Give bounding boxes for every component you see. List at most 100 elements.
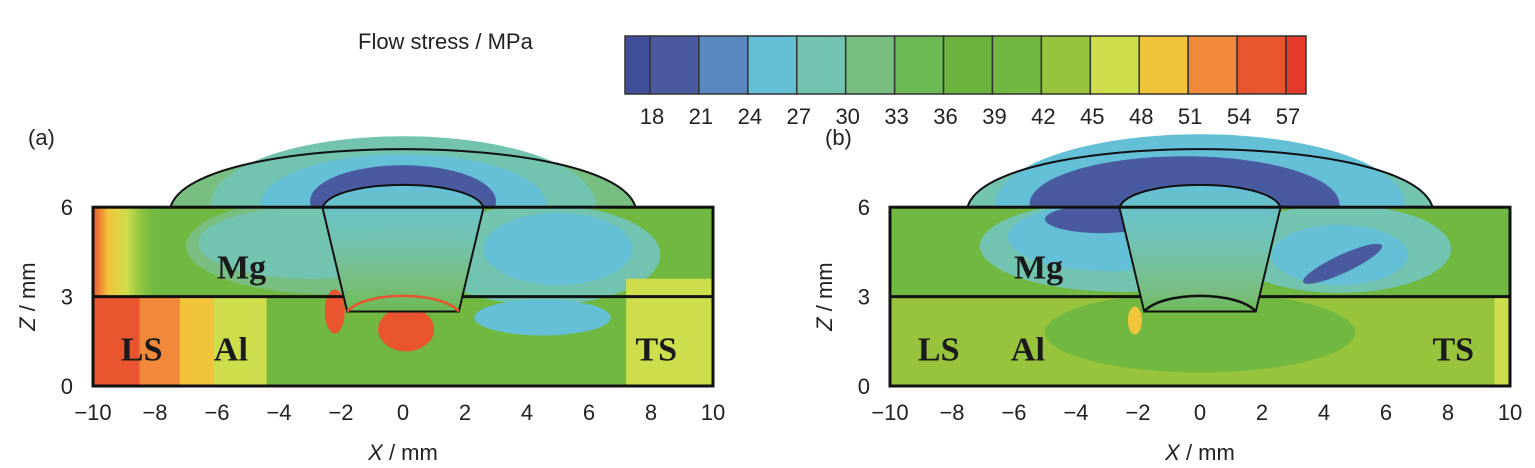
x-tick-label: −10 — [871, 400, 908, 425]
y-tick-label: 3 — [61, 285, 73, 310]
colorbar-tick-label: 54 — [1227, 104, 1251, 129]
contour-region — [93, 296, 140, 386]
contour-region — [1045, 292, 1355, 373]
colorbar-tick-label: 51 — [1178, 104, 1202, 129]
x-tick-label: −4 — [1063, 400, 1088, 425]
x-tick-label: 6 — [1380, 400, 1392, 425]
y-axis-unit: / mm — [15, 262, 40, 317]
annotation-ts: TS — [1433, 332, 1475, 369]
y-axis-label: Z / mm — [15, 262, 40, 331]
colorbar-swatch — [1089, 35, 1140, 95]
colorbar-tick-label: 45 — [1080, 104, 1104, 129]
x-tick-label: 10 — [1498, 400, 1522, 425]
colorbar-swatch — [893, 35, 945, 95]
contour-region — [1303, 243, 1383, 284]
contour-region — [1494, 296, 1509, 386]
x-tick-label: 0 — [397, 400, 409, 425]
tool-pin-outline — [321, 183, 485, 313]
colorbar-tick-label: 30 — [835, 104, 859, 129]
y-tick-label: 0 — [61, 374, 73, 399]
tool-pin-outline — [1118, 183, 1282, 313]
contour-region — [324, 289, 345, 334]
contour-region — [176, 296, 214, 386]
colorbar-swatch — [1236, 35, 1287, 95]
x-axis-label: X / mm — [367, 440, 438, 465]
y-tick-label: 0 — [858, 374, 870, 399]
colorbar-swatch — [942, 35, 994, 95]
colorbar-title: Flow stress / MPa — [358, 29, 534, 54]
y-axis-var: Z — [15, 316, 40, 332]
x-tick-label: 6 — [583, 400, 595, 425]
annotation-ts: TS — [636, 332, 678, 369]
annotation-al: Al — [214, 332, 248, 369]
x-axis-unit: / mm — [1180, 440, 1235, 465]
x-axis-unit: / mm — [383, 440, 438, 465]
colorbar-swatch — [1040, 35, 1092, 95]
annotation-al: Al — [1011, 332, 1045, 369]
colorbar-tick-label: 36 — [933, 104, 957, 129]
y-axis-label: Z / mm — [812, 262, 837, 331]
contour-region — [378, 307, 435, 352]
colorbar-tick-label: 21 — [689, 104, 713, 129]
colorbar-swatch — [844, 35, 896, 95]
y-tick-label: 6 — [61, 195, 73, 220]
annotation-ls: LS — [121, 332, 163, 369]
annotation-ls: LS — [918, 332, 960, 369]
x-tick-label: −8 — [939, 400, 964, 425]
x-tick-label: 2 — [1256, 400, 1268, 425]
x-axis-var: X — [1164, 440, 1181, 465]
contour-region — [136, 296, 180, 386]
tool-tip-arc — [1143, 294, 1257, 313]
dome-outline — [966, 148, 1434, 209]
colorbar-tick-label: 24 — [738, 104, 762, 129]
y-tick-label: 6 — [858, 195, 870, 220]
x-tick-label: −6 — [1001, 400, 1026, 425]
colorbar-swatch — [649, 35, 700, 95]
colorbar-tick-label: 39 — [982, 104, 1006, 129]
x-tick-label: 4 — [1318, 400, 1330, 425]
x-tick-label: 4 — [521, 400, 533, 425]
y-tick-label: 3 — [858, 285, 870, 310]
colorbar: 18 21 24 27 30 33 36 39 42 45 48 51 54 57 — [624, 35, 1307, 129]
colorbar-tick-label: 57 — [1276, 104, 1300, 129]
colorbar-swatch — [624, 35, 651, 95]
x-tick-label: −2 — [1125, 400, 1150, 425]
colorbar-tick-label: 18 — [640, 104, 664, 129]
x-tick-label: −6 — [204, 400, 229, 425]
contour-region — [474, 299, 611, 336]
contour-region — [1127, 306, 1142, 335]
panel-label: (b) — [825, 125, 852, 150]
colorbar-swatch — [1187, 35, 1238, 95]
dome-outline — [169, 148, 637, 209]
contour-region — [1271, 224, 1408, 285]
annotation-mg: Mg — [217, 250, 266, 287]
colorbar-swatch — [796, 35, 847, 95]
x-tick-label: −2 — [328, 400, 353, 425]
colorbar-swatch — [1285, 35, 1307, 95]
colorbar-swatch — [747, 35, 798, 95]
x-tick-label: 10 — [701, 400, 725, 425]
panel-label: (a) — [28, 125, 55, 150]
x-tick-label: 8 — [645, 400, 657, 425]
annotation-mg: Mg — [1014, 250, 1063, 287]
y-axis-unit: / mm — [812, 262, 837, 317]
x-axis-var: X — [367, 440, 384, 465]
colorbar-swatch — [1138, 35, 1189, 95]
colorbar-swatch — [698, 35, 749, 95]
y-axis-var: Z — [812, 316, 837, 332]
tool-tip-arc — [346, 294, 460, 313]
contour-region — [210, 296, 267, 386]
colorbar-tick-label: 27 — [787, 104, 811, 129]
x-tick-label: 8 — [1442, 400, 1454, 425]
colorbar-tick-label: 42 — [1031, 104, 1055, 129]
x-tick-label: −8 — [142, 400, 167, 425]
colorbar-swatch — [991, 35, 1043, 95]
colorbar-tick-label: 48 — [1129, 104, 1153, 129]
x-tick-label: 2 — [459, 400, 471, 425]
x-tick-label: 0 — [1194, 400, 1206, 425]
contour-region — [93, 207, 155, 297]
contour-region — [483, 212, 633, 285]
